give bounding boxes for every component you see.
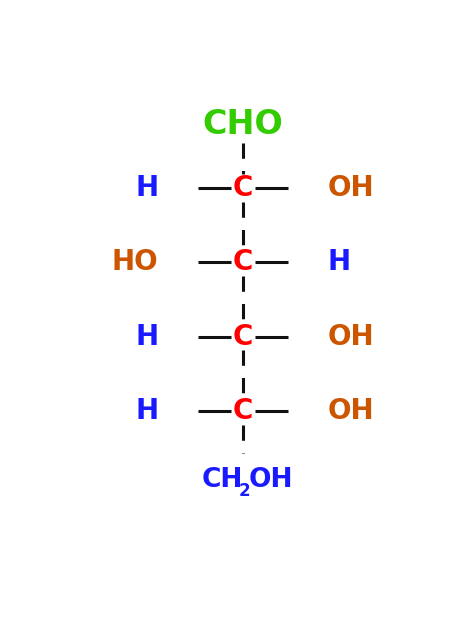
Text: C: C [233, 322, 253, 351]
Text: H: H [135, 397, 158, 425]
Text: 2: 2 [239, 482, 251, 500]
Text: CH: CH [202, 467, 244, 493]
Text: HO: HO [112, 248, 158, 277]
Text: OH: OH [328, 174, 374, 202]
Text: C: C [233, 397, 253, 425]
Text: OH: OH [328, 397, 374, 425]
Text: H: H [135, 174, 158, 202]
Text: H: H [328, 248, 351, 277]
Text: CHO: CHO [202, 107, 283, 141]
Text: H: H [135, 322, 158, 351]
Text: OH: OH [328, 322, 374, 351]
Text: C: C [233, 248, 253, 277]
Text: C: C [233, 174, 253, 202]
Text: OH: OH [248, 467, 293, 493]
